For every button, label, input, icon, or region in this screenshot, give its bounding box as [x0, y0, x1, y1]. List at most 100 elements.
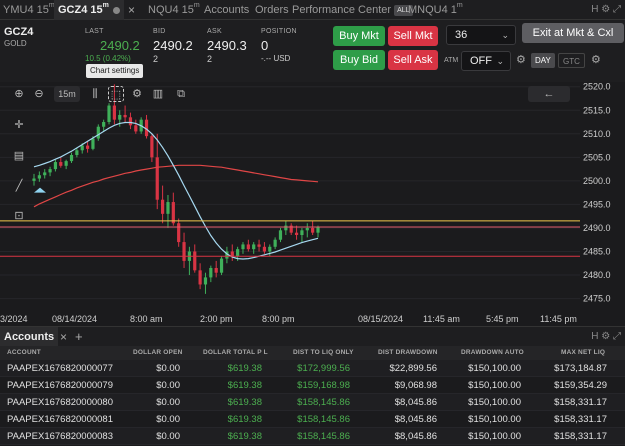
exit-mkt-cancel-button[interactable]: Exit at Mkt & Cxl — [522, 23, 624, 43]
candle-body — [69, 154, 74, 162]
add-tab-button[interactable]: + — [75, 329, 83, 344]
crosshair-icon[interactable]: ✛ — [14, 119, 24, 131]
atm-select[interactable]: OFF ⌄ — [461, 51, 511, 71]
candle-body — [241, 244, 245, 250]
buy-mkt-button[interactable]: Buy Mkt — [333, 26, 385, 46]
order-ticket-icon[interactable]: ▤ — [13, 150, 25, 162]
draw-line-icon[interactable]: ╱ — [15, 180, 23, 192]
tab-bar: YMU4 15m GCZ4 15m × NQU4 15m Accounts Or… — [0, 0, 625, 20]
zoom-out-icon[interactable]: ⊖ — [34, 88, 44, 100]
time-tick-label: 8:00 am — [130, 314, 163, 324]
cell-dollar-open: $0.00 — [156, 431, 180, 442]
price-tick-label: 2485.0 — [583, 247, 611, 257]
col-dist-to-liq[interactable]: DIST TO LIQ ONLY — [293, 349, 354, 356]
col-drawdown-auto[interactable]: DRAWDOWN AUTO — [461, 349, 524, 356]
close-tab-icon[interactable]: × — [128, 3, 136, 17]
sell-mkt-button[interactable]: Sell Mkt — [388, 26, 438, 46]
cell-dist-drawdown: $8,045.86 — [394, 431, 437, 442]
tab-orders[interactable]: Orders — [255, 4, 289, 16]
candle-body — [193, 251, 197, 271]
atm-settings-gear-icon[interactable]: ⚙ — [516, 54, 526, 66]
candle-body — [64, 161, 68, 166]
candle-body — [32, 178, 36, 181]
timeframe-button[interactable]: 15m — [54, 86, 80, 102]
cell-total-pl: $619.38 — [227, 380, 262, 391]
buy-bid-button[interactable]: Buy Bid — [333, 50, 385, 70]
cell-dollar-open: $0.00 — [156, 397, 180, 408]
cell-drawdown-auto: $150,100.00 — [468, 414, 521, 425]
tif-gtc-toggle[interactable]: GTC — [558, 53, 585, 68]
cell-max-net-liq: $158,331.17 — [554, 431, 607, 442]
cell-max-net-liq: $158,331.17 — [554, 397, 607, 408]
col-dollar-open[interactable]: DOLLAR OPEN — [133, 349, 183, 356]
symbol-description: GOLD — [4, 39, 27, 48]
cell-dist-to-liq: $158,145.86 — [297, 431, 350, 442]
cell-account: PAAPEX1676820000081 — [7, 414, 113, 425]
table-row[interactable]: PAAPEX1676820000080 $0.00 $619.38 $158,145.… — [0, 394, 625, 411]
candle-body — [144, 119, 149, 137]
price-chart[interactable]: 2491.52490.22484.0 2520.02515.02510.0250… — [0, 64, 625, 326]
cell-dist-to-liq: $172,999.56 — [297, 363, 350, 374]
table-row[interactable]: PAAPEX1676820000083 $0.00 $619.38 $158,145.… — [0, 428, 625, 445]
all-badge: ALL — [394, 4, 413, 16]
cell-dist-to-liq: $159,168.98 — [297, 380, 350, 391]
zoom-in-icon[interactable]: ⊕ — [14, 88, 24, 100]
cell-drawdown-auto: $150,100.00 — [468, 397, 521, 408]
cell-drawdown-auto: $150,100.00 — [468, 363, 521, 374]
candle-body — [85, 145, 90, 149]
col-dist-drawdown[interactable]: DIST DRAWDOWN — [378, 349, 438, 356]
candle-body — [155, 157, 159, 200]
chevron-down-icon: ⌄ — [496, 56, 504, 66]
candle-body — [219, 258, 224, 273]
col-max-net-liq[interactable]: MAX NET LIQ — [561, 349, 606, 356]
candle-body — [225, 251, 229, 259]
settings-gear-icon[interactable]: ⚙ — [591, 54, 601, 66]
accounts-close-icon[interactable]: × — [60, 330, 68, 344]
window-controls-icon[interactable]: H ⚙ ⤢ — [591, 4, 621, 15]
accounts-tab[interactable]: Accounts — [0, 327, 59, 347]
indicators-icon[interactable]: ▥ — [152, 88, 164, 100]
candle-body — [268, 246, 272, 252]
candle-body — [257, 244, 261, 247]
price-tick-label: 2490.0 — [583, 223, 611, 233]
chart-settings-icon[interactable]: ⬚ — [108, 86, 124, 102]
tab-performance-center[interactable]: Performance Center ALL — [292, 0, 413, 20]
col-dollar-total-pl[interactable]: DOLLAR TOTAL P L — [203, 349, 268, 356]
cell-dollar-open: $0.00 — [156, 414, 180, 425]
candle-body — [134, 125, 138, 132]
lock-icon[interactable]: ⊡ — [14, 210, 24, 222]
table-row[interactable]: PAAPEX1676820000081 $0.00 $619.38 $158,145.… — [0, 411, 625, 428]
cell-total-pl: $619.38 — [227, 363, 262, 374]
tab-ymu4[interactable]: YMU4 15m — [3, 2, 55, 16]
candle-body — [262, 246, 267, 252]
candle-body — [96, 126, 100, 139]
table-row[interactable]: PAAPEX1676820000079 $0.00 $619.38 $159,168.… — [0, 377, 625, 394]
quantity-input[interactable]: 36 ⌄ — [446, 25, 516, 45]
candle-body — [48, 169, 52, 173]
cell-account: PAAPEX1676820000080 — [7, 397, 113, 408]
tif-day-toggle[interactable]: DAY — [531, 53, 555, 68]
tab-gcz4[interactable]: GCZ4 15m — [54, 0, 124, 20]
templates-icon[interactable]: ⧉ — [177, 88, 185, 100]
chart-canvas[interactable]: 2491.52490.22484.0 2520.02515.02510.0250… — [0, 82, 625, 326]
col-account[interactable]: ACCOUNT — [7, 349, 41, 356]
last-change: 10.5 (0.42%) — [85, 54, 131, 63]
chart-type-icon[interactable]: ⫼ — [92, 88, 98, 100]
candle-body — [75, 150, 79, 155]
signal-marker-icon — [34, 187, 46, 193]
cell-max-net-liq: $158,331.17 — [554, 414, 607, 425]
tab-nqu4[interactable]: NQU4 15m — [148, 2, 200, 16]
cell-drawdown-auto: $150,100.00 — [468, 431, 521, 442]
cell-dist-drawdown: $22,899.56 — [389, 363, 437, 374]
tab-mnqu4[interactable]: MNQU4 1m — [408, 2, 463, 16]
tab-accounts[interactable]: Accounts — [204, 4, 250, 16]
panel-controls-icon[interactable]: H ⚙ ⤢ — [591, 331, 621, 342]
back-arrow-icon[interactable]: ← — [528, 86, 570, 102]
table-row[interactable]: PAAPEX1676820000077 $0.00 $619.38 $172,999.… — [0, 360, 625, 377]
sell-ask-button[interactable]: Sell Ask — [388, 50, 438, 70]
candle-body — [102, 122, 106, 127]
candle-body — [230, 251, 234, 257]
cell-account: PAAPEX1676820000083 — [7, 431, 113, 442]
gear-icon[interactable]: ⚙ — [132, 88, 142, 100]
